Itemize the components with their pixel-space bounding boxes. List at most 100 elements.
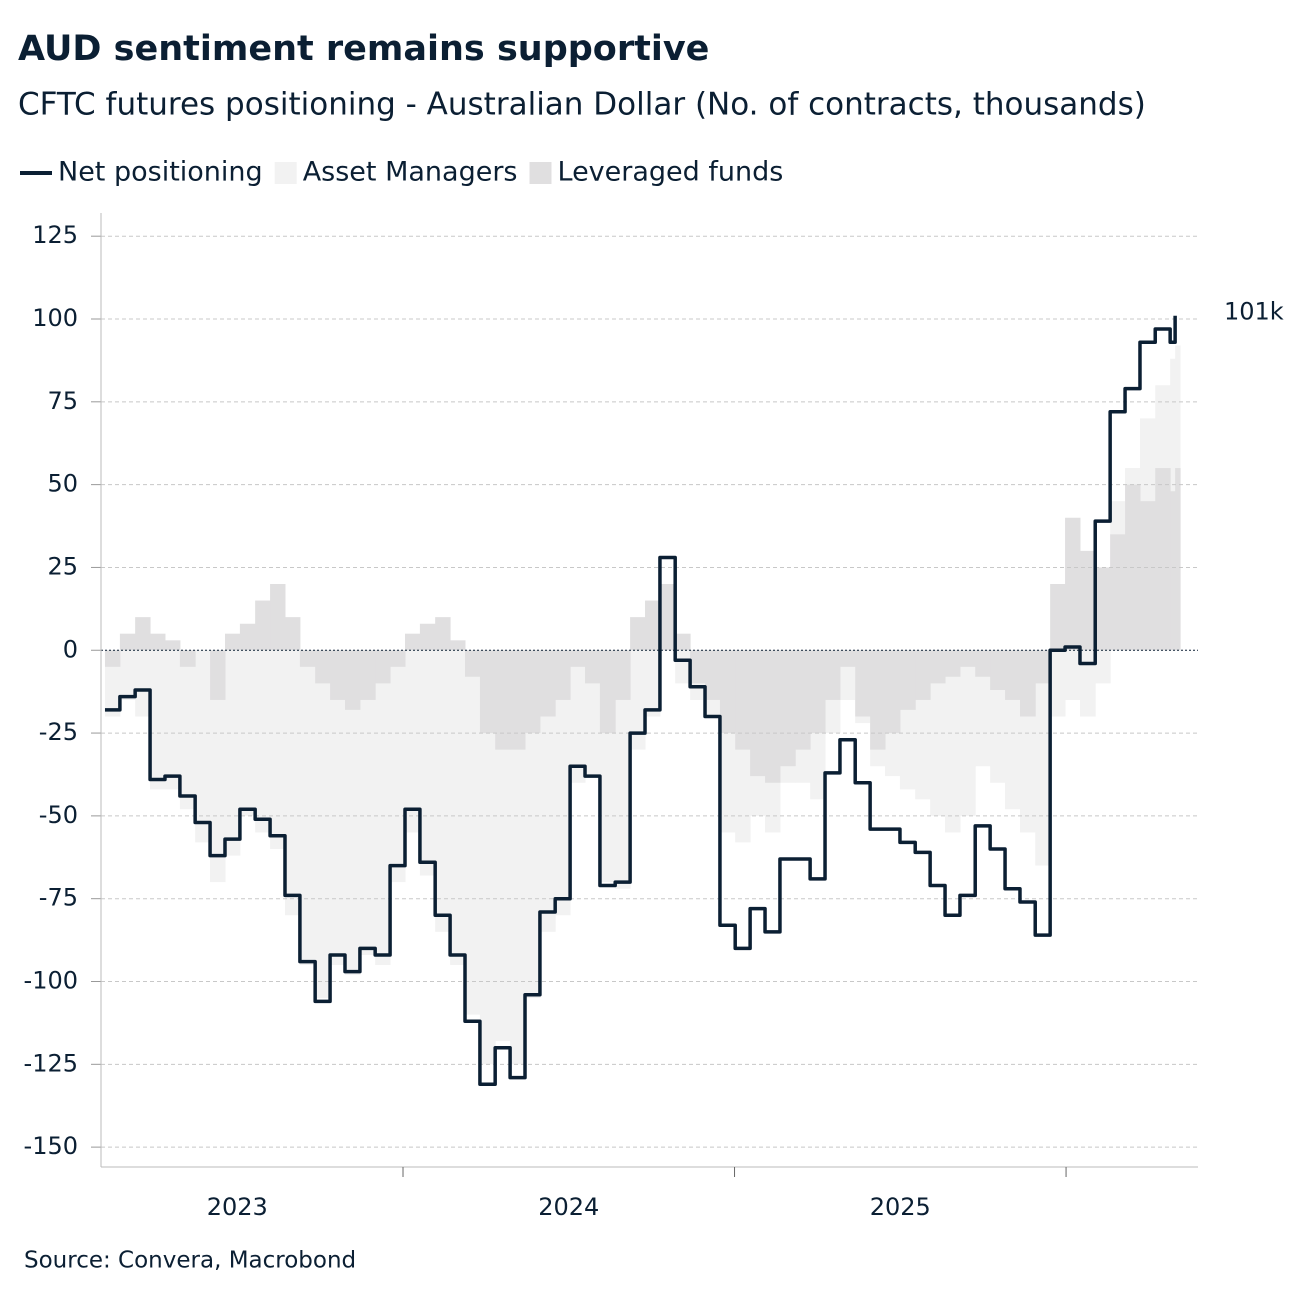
x-tick-label: 2024 <box>538 1193 599 1221</box>
bar <box>735 650 751 750</box>
legend-label: Leveraged funds <box>558 157 784 188</box>
bar <box>1050 650 1066 717</box>
bar <box>885 650 901 734</box>
bar <box>119 633 136 651</box>
bar <box>810 650 826 734</box>
bar <box>599 650 616 734</box>
legend-label: Asset Managers <box>303 157 518 188</box>
bar <box>570 650 586 667</box>
bar <box>315 650 331 999</box>
bar <box>315 650 331 684</box>
bar <box>1035 650 1051 684</box>
bar <box>585 650 601 684</box>
bar <box>419 650 436 876</box>
bar <box>1095 567 1111 651</box>
y-tick-label: 125 <box>32 221 78 249</box>
bar <box>195 650 211 843</box>
bar <box>299 650 316 965</box>
bar <box>1079 550 1096 651</box>
bar <box>570 650 586 783</box>
bar <box>555 650 571 700</box>
bar <box>135 650 151 717</box>
bar <box>1139 501 1156 651</box>
bar <box>1005 650 1021 700</box>
bar <box>510 650 526 750</box>
bar <box>119 650 136 700</box>
bar <box>675 650 691 684</box>
bar <box>795 650 811 750</box>
bar <box>299 650 316 667</box>
y-tick-label: -150 <box>24 1132 78 1160</box>
legend-swatch <box>274 162 297 184</box>
bar <box>525 650 541 999</box>
bar <box>344 650 361 710</box>
bar <box>255 650 271 833</box>
bar <box>135 617 151 651</box>
y-tick-label: 25 <box>47 552 78 580</box>
bars <box>104 345 1181 1065</box>
bar <box>1170 491 1176 651</box>
bar <box>405 650 421 833</box>
labels: -150 -125 -100 -75 -50 -25 0 25 50 75 100 125 2023 20… <box>24 221 1284 1221</box>
bar <box>1155 468 1171 651</box>
bar <box>465 650 481 677</box>
bar <box>1079 650 1096 717</box>
bar <box>150 650 166 790</box>
x-tick-label: 2023 <box>207 1193 268 1221</box>
bar <box>164 640 181 651</box>
bar <box>239 623 256 651</box>
bar <box>419 623 436 651</box>
bar <box>330 650 346 965</box>
bar <box>390 650 406 883</box>
bar <box>495 650 511 750</box>
y-tick-label: 75 <box>47 387 78 415</box>
bar <box>284 617 301 651</box>
y-tick-label: -50 <box>39 801 78 829</box>
bar <box>915 650 931 700</box>
bar <box>719 650 736 734</box>
bar <box>450 640 466 651</box>
bar <box>179 650 196 810</box>
chart-title: AUD sentiment remains supportive <box>18 29 709 69</box>
y-tick-label: -125 <box>24 1049 78 1077</box>
bar <box>645 650 661 717</box>
bar <box>330 650 346 700</box>
bar <box>870 650 886 750</box>
bar <box>615 650 631 700</box>
bar <box>255 600 271 651</box>
bar <box>539 650 556 932</box>
bar <box>375 650 391 965</box>
bar <box>525 650 541 734</box>
bar <box>465 650 481 1015</box>
bar <box>839 650 856 667</box>
bar <box>975 650 991 767</box>
bar <box>164 650 181 790</box>
bar <box>270 650 286 849</box>
y-tick-label: 50 <box>47 470 78 498</box>
chart-subtitle: CFTC futures positioning - Australian Do… <box>18 87 1146 123</box>
bar <box>705 650 721 700</box>
bar <box>344 650 361 975</box>
bar <box>1065 650 1081 700</box>
bar <box>1050 584 1066 651</box>
bar <box>450 650 466 965</box>
y-tick-label: 0 <box>63 635 78 663</box>
bar <box>224 650 241 856</box>
bar <box>179 650 196 667</box>
bar <box>659 584 676 651</box>
bar <box>359 650 376 955</box>
bar <box>375 650 391 684</box>
legend-label: Net positioning <box>58 157 263 188</box>
bar <box>539 650 556 717</box>
y-tick-label: -75 <box>39 884 78 912</box>
bar <box>1019 650 1036 717</box>
bar <box>270 584 286 651</box>
bar <box>435 650 451 932</box>
bar <box>630 650 646 750</box>
bar <box>645 600 661 651</box>
source: Source: Convera, Macrobond <box>24 1248 356 1274</box>
bar <box>1110 534 1126 651</box>
value-label: 101k <box>1224 298 1284 326</box>
bar <box>210 650 226 700</box>
x-tick-label: 2025 <box>870 1193 931 1221</box>
